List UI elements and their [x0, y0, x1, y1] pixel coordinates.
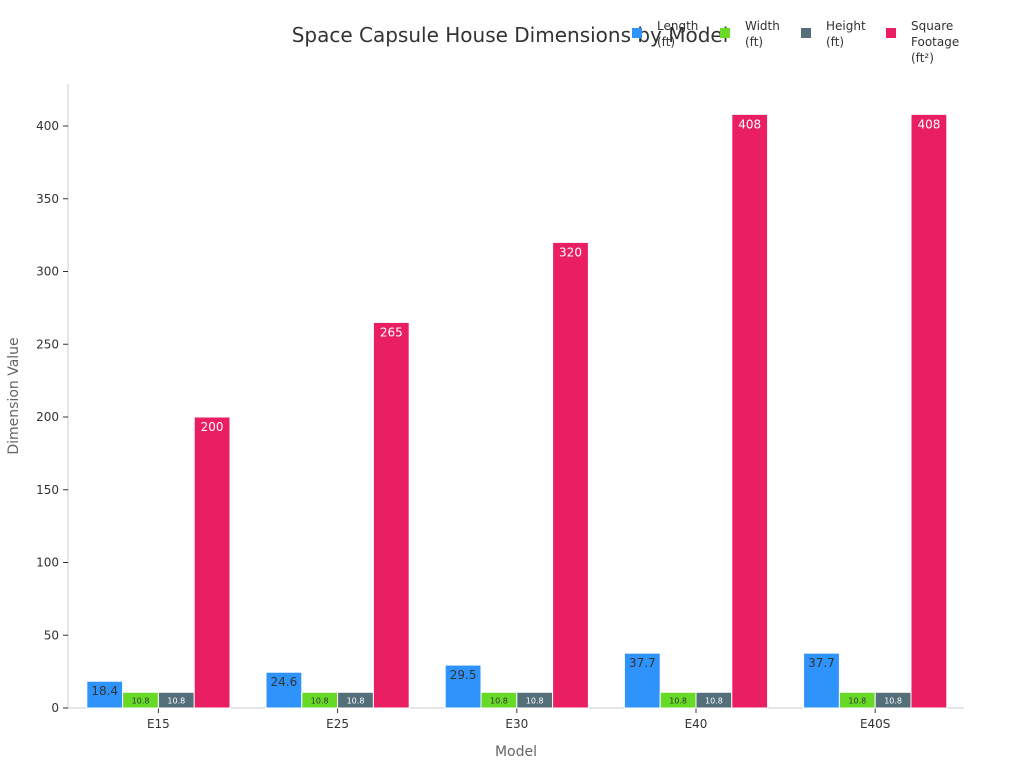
y-tick-label: 150: [36, 483, 59, 497]
legend-item-width-ft[interactable]: Width (ft): [720, 19, 780, 49]
data-label-width-ft-e30: 10.8: [490, 696, 508, 705]
legend-swatch: [801, 28, 811, 38]
legend-item-square-footage-ft[interactable]: Square Footage (ft²): [886, 19, 959, 65]
legend-item-height-ft[interactable]: Height (ft): [801, 19, 866, 49]
x-tick-label: E30: [505, 717, 528, 731]
y-tick-label: 300: [36, 265, 59, 279]
y-tick-label: 100: [36, 556, 59, 570]
bar-square-footage-ft-e15[interactable]: [193, 416, 231, 709]
bar-length-ft-e40s[interactable]: [803, 652, 840, 709]
data-label-square-footage-ft-e40: 408: [738, 117, 761, 131]
bar-length-ft-e30[interactable]: [444, 664, 482, 709]
data-label-length-ft-e30: 29.5: [450, 668, 477, 682]
legend-label: Length (ft): [657, 19, 698, 49]
bar-length-ft-e40[interactable]: [623, 652, 661, 709]
x-tick-label: E25: [326, 717, 349, 731]
legend-swatch: [886, 28, 896, 38]
x-tick-label: E15: [147, 717, 170, 731]
y-tick-label: 400: [36, 119, 59, 133]
x-axis-ticks: E15 E25 E30 E40 E40S: [147, 708, 890, 731]
legend: Length (ft) Width (ft) Height (ft) Square Foota…: [632, 19, 959, 65]
data-label-square-footage-ft-e40s: 408: [917, 117, 940, 131]
data-label-length-ft-e15: 18.4: [91, 684, 118, 698]
data-label-length-ft-e40s: 37.7: [808, 656, 835, 670]
chart-title: Space Capsule House Dimensions by Model: [292, 23, 729, 47]
bar-length-ft-e15[interactable]: [86, 680, 124, 709]
bar-square-footage-ft-e25[interactable]: [372, 321, 410, 709]
data-label-length-ft-e25: 24.6: [271, 675, 298, 689]
data-label-height-ft-e30: 10.8: [526, 696, 544, 705]
legend-label: Height (ft): [826, 19, 866, 49]
legend-label: Width (ft): [745, 19, 780, 49]
bars: [86, 113, 948, 709]
data-label-height-ft-e15: 10.8: [167, 696, 185, 705]
data-label-width-ft-e15: 10.8: [132, 696, 150, 705]
data-label-width-ft-e40s: 10.8: [848, 696, 866, 705]
y-axis-ticks: 0 50 100 150 200 250 300 350 400: [36, 119, 68, 715]
data-label-square-footage-ft-e25: 265: [380, 325, 403, 339]
bar-length-ft-e25[interactable]: [265, 671, 303, 709]
x-tick-label: E40: [685, 717, 708, 731]
data-labels: 18.4 10.8 10.8 200 24.6 10.8 10.8 265 29.5 10.8 10…: [91, 117, 940, 705]
data-label-height-ft-e40s: 10.8: [884, 696, 902, 705]
y-tick-label: 250: [36, 337, 59, 351]
bar-square-footage-ft-e40[interactable]: [731, 113, 769, 709]
x-tick-label: E40S: [860, 717, 890, 731]
data-label-square-footage-ft-e30: 320: [559, 245, 582, 259]
legend-swatch: [632, 28, 642, 38]
plot-area: 0 50 100 150 200 250 300 350 400 E15 E25 E30 E40 E40…: [36, 84, 964, 731]
x-axis-title: Model: [495, 744, 537, 760]
data-label-height-ft-e25: 10.8: [347, 696, 365, 705]
y-tick-label: 0: [51, 701, 59, 715]
data-label-length-ft-e40: 37.7: [629, 656, 656, 670]
legend-label: Square Footage (ft²): [911, 19, 959, 65]
bar-square-footage-ft-e40s[interactable]: [910, 113, 948, 709]
y-axis-title: Dimension Value: [6, 337, 22, 454]
legend-item-length-ft[interactable]: Length (ft): [632, 19, 698, 49]
data-label-width-ft-e40: 10.8: [669, 696, 687, 705]
y-tick-label: 350: [36, 192, 59, 206]
bar-square-footage-ft-e30[interactable]: [552, 241, 589, 709]
data-label-width-ft-e25: 10.8: [311, 696, 329, 705]
legend-swatch: [720, 28, 730, 38]
y-tick-label: 200: [36, 410, 59, 424]
data-label-height-ft-e40: 10.8: [705, 696, 723, 705]
data-label-square-footage-ft-e15: 200: [201, 420, 224, 434]
y-tick-label: 50: [44, 628, 59, 642]
